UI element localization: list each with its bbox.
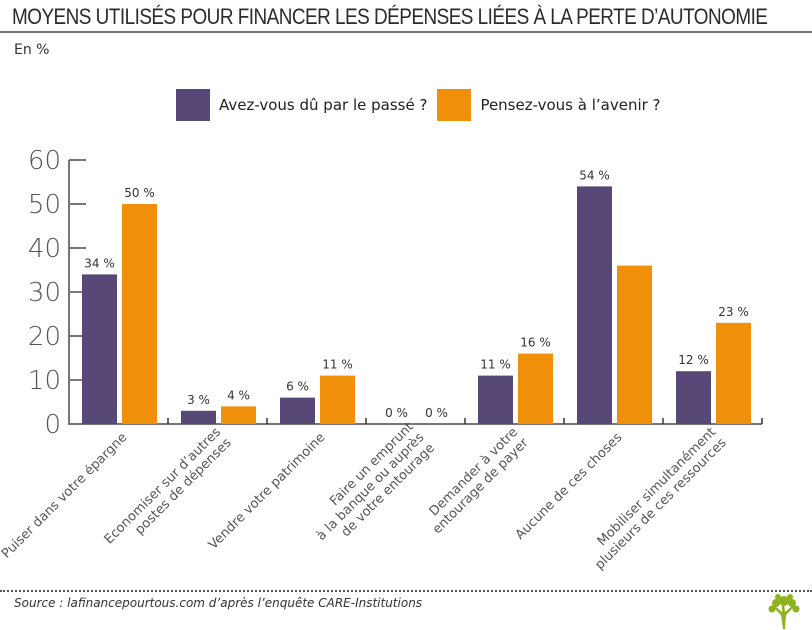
unit-label: En %: [14, 42, 50, 58]
data-label: 3 %: [187, 393, 210, 407]
data-label: 0 %: [385, 406, 408, 420]
category-label: postes de dépenses: [132, 435, 234, 537]
bar-past: [82, 274, 117, 424]
category-label: Demander à votre: [427, 425, 521, 519]
data-label: 6 %: [286, 380, 309, 394]
bar-past: [676, 371, 711, 424]
y-tick-label: 20: [28, 322, 61, 352]
legend-swatch-past: [176, 89, 210, 121]
legend-label-past: Avez-vous dû par le passé ?: [219, 96, 428, 114]
bar-future: [122, 204, 157, 424]
category-label: plusieurs de ces ressources: [592, 435, 729, 572]
data-label: 16 %: [520, 336, 551, 350]
tree-icon: [768, 594, 800, 629]
data-label: 4 %: [227, 388, 250, 402]
y-tick-label: 10: [28, 366, 61, 396]
title-underline: [0, 31, 812, 33]
data-label: 12 %: [678, 353, 709, 367]
bar-chart: 0 10 20 30 40 50 60 34 % 3 % 6 % 0 % 11 % 54 % 12 % 50…: [0, 146, 763, 573]
data-label: 34 %: [84, 256, 115, 270]
legend-label-future: Pensez-vous à l’avenir ?: [480, 96, 661, 114]
bar-future: [320, 375, 355, 424]
data-label: 11 %: [322, 358, 353, 372]
data-label: 54 %: [579, 168, 610, 182]
legend: Avez-vous dû par le passé ? Pensez-vous …: [176, 89, 671, 121]
bar-past: [478, 375, 513, 424]
bar-future: [518, 353, 553, 424]
bar-future: [221, 406, 256, 424]
bar-future: [716, 322, 751, 424]
data-label: 50 %: [124, 186, 155, 200]
bar-past: [280, 397, 315, 424]
source-note: Source : lafinancepourtous.com d’après l…: [14, 596, 423, 610]
chart-title: MOYENS UTILISÉS POUR FINANCER LES DÉPENS…: [12, 4, 768, 29]
bar-future: [617, 265, 652, 424]
data-label: 11 %: [480, 358, 511, 372]
y-tick-label: 40: [28, 234, 61, 264]
y-tick-label: 60: [28, 146, 61, 176]
y-tick-label: 0: [44, 410, 61, 440]
legend-swatch-future: [437, 89, 472, 121]
category-label: entourage de payer: [430, 435, 532, 537]
source-divider: [0, 590, 812, 592]
data-label: 23 %: [718, 305, 749, 319]
bar-past: [577, 186, 612, 424]
category-label: à la banque ou auprès: [314, 430, 428, 544]
bar-past: [181, 410, 216, 424]
data-label: 0 %: [425, 406, 448, 420]
y-tick-label: 30: [28, 278, 61, 308]
y-tick-label: 50: [28, 190, 61, 220]
